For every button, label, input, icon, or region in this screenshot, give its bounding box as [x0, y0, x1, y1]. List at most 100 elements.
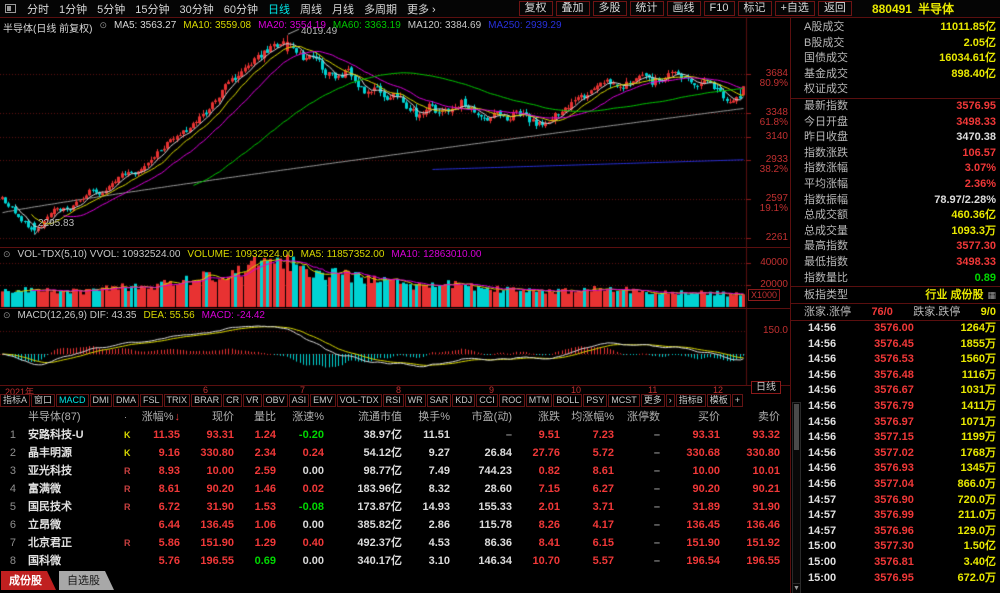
indicator-tab-obv[interactable]: OBV — [262, 394, 288, 407]
column-header-4[interactable]: 流通市值 — [358, 411, 402, 423]
indicator-tab-wr[interactable]: WR — [404, 394, 426, 407]
scrollbar-thumb[interactable] — [794, 404, 799, 450]
tick-scrollbar[interactable]: ▼ — [792, 402, 801, 593]
toolbar-button-6[interactable]: 标记 — [737, 1, 772, 16]
indicator-tab-sar[interactable]: SAR — [426, 394, 452, 407]
toolbar-button-0[interactable]: 复权 — [518, 1, 553, 16]
indicator-tab-mcst[interactable]: MCST — [608, 394, 640, 407]
cell-11: 330.80 — [746, 447, 780, 459]
toolbar-button-8[interactable]: 返回 — [817, 1, 852, 16]
toolbar-button-2[interactable]: 多股 — [592, 1, 627, 16]
vol-item-3: MA10: 12863010.00 — [391, 249, 482, 260]
indicator-tab-dmi[interactable]: DMI — [89, 394, 113, 407]
column-header-10[interactable]: 买价 — [698, 411, 720, 423]
macd-chart[interactable] — [0, 308, 790, 385]
stat-value: 2.05亿 — [963, 36, 996, 49]
collapse-icon[interactable]: ⊙ — [3, 249, 11, 259]
column-header-7[interactable]: 涨跌 — [538, 411, 560, 423]
indicator-tab-更多[interactable]: 更多 — [640, 394, 665, 407]
indicator-tab-trix[interactable]: TRIX — [163, 394, 191, 407]
indicator-tab-dma[interactable]: DMA — [113, 394, 140, 407]
toolbar-button-5[interactable]: F10 — [703, 1, 735, 16]
window-icon[interactable] — [5, 4, 16, 13]
stat-label: 权证成交 — [804, 83, 848, 96]
indicator-tab-kdj[interactable]: KDJ — [452, 394, 476, 407]
stock-marker: K — [124, 430, 131, 440]
indicator-tab-vol-tdx[interactable]: VOL-TDX — [336, 394, 382, 407]
stock-row-1[interactable]: 2 晶丰明源 K 9.16 330.80 2.34 0.24 54.12亿 9.27 26.84 2… — [0, 444, 790, 462]
indicator-tab-cr[interactable]: CR — [223, 394, 243, 407]
period-tab-5[interactable]: 60分钟 — [223, 3, 258, 16]
indicator-tab-fsl[interactable]: FSL — [140, 394, 163, 407]
indicator-tab-emv[interactable]: EMV — [310, 394, 336, 407]
indicator-tab-macd[interactable]: MACD — [56, 394, 89, 407]
volume-axis-value: 20000 — [760, 278, 788, 290]
board-type-value[interactable]: 行业 成份股 — [925, 289, 984, 302]
indicator-tab-boll[interactable]: BOLL — [553, 394, 583, 407]
indicator-tab-cci[interactable]: CCI — [476, 394, 498, 407]
period-tab-6[interactable]: 日线 — [268, 3, 290, 16]
cell-0: 8.93 — [158, 465, 180, 477]
indicator-tab-指标a[interactable]: 指标A — [0, 394, 31, 407]
volume-chart[interactable] — [0, 247, 790, 308]
stock-row-5[interactable]: 6 立昂微 6.44 136.45 1.06 0.00 385.82亿 2.86 115.78 8… — [0, 516, 790, 534]
stock-row-2[interactable]: 3 亚光科技 R 8.93 10.00 2.59 0.00 98.77亿 7.49 744.23 0… — [0, 462, 790, 480]
column-header-0[interactable]: 涨幅%↓ — [141, 411, 180, 423]
column-header-6[interactable]: 市盈(动) — [471, 411, 512, 423]
cell-1: 31.90 — [206, 501, 234, 513]
period-tab-3[interactable]: 15分钟 — [135, 3, 170, 16]
collapse-icon[interactable]: ⊙ — [3, 310, 11, 320]
indicator-tab-psy[interactable]: PSY — [583, 394, 608, 407]
column-header-11[interactable]: 卖价 — [758, 411, 780, 423]
indicator-tab-指标b[interactable]: 指标B — [675, 394, 706, 407]
period-tab-9[interactable]: 多周期 — [364, 3, 397, 16]
scroll-down-icon[interactable]: ▼ — [793, 583, 800, 592]
indicator-tab-模板[interactable]: 模板 — [706, 394, 731, 407]
period-tab-10[interactable]: 更多 › — [407, 3, 436, 16]
stat-label: 指数振幅 — [804, 193, 848, 206]
indicator-tab-rsi[interactable]: RSI — [382, 394, 404, 407]
indicator-tab-vr[interactable]: VR — [243, 394, 262, 407]
column-header-9[interactable]: 涨停数 — [627, 411, 660, 423]
period-tab-1[interactable]: 1分钟 — [59, 3, 88, 16]
stock-row-3[interactable]: 4 富满微 R 8.61 90.20 1.46 0.02 183.96亿 8.32 28.60 7.… — [0, 480, 790, 498]
column-header-3[interactable]: 涨速% — [292, 411, 324, 423]
indicator-tab-窗口[interactable]: 窗口 — [31, 394, 56, 407]
indicator-tab-mtm[interactable]: MTM — [525, 394, 553, 407]
indicator-tab-›[interactable]: › — [665, 394, 675, 407]
tick-volume: 1116万 — [961, 368, 996, 381]
column-header-5[interactable]: 换手% — [418, 411, 450, 423]
tick-volume: 1031万 — [960, 384, 996, 397]
stat-value: 3498.33 — [956, 255, 996, 268]
column-header-1[interactable]: 现价 — [212, 411, 234, 423]
indicator-tab-roc[interactable]: ROC — [498, 394, 525, 407]
period-indicator-box[interactable]: 日线 — [751, 381, 781, 394]
stock-row-4[interactable]: 5 国民技术 R 6.72 31.90 1.53 -0.08 173.87亿 14.93 155.… — [0, 498, 790, 516]
indicator-tab-+[interactable]: + — [731, 394, 744, 407]
tick-row-11: 14:57 3576.90 720.0万 — [791, 493, 1000, 509]
period-tab-0[interactable]: 分时 — [27, 3, 49, 16]
stat-value: 3498.33 — [956, 115, 996, 128]
stock-row-0[interactable]: 1 安路科技-U K 11.35 93.31 1.24 -0.20 38.97亿 11.51 – 9… — [0, 426, 790, 444]
toolbar-button-7[interactable]: +自选 — [774, 1, 815, 16]
stat-value: 1093.3万 — [951, 224, 996, 237]
period-tab-4[interactable]: 30分钟 — [179, 3, 214, 16]
toolbar-button-3[interactable]: 统计 — [629, 1, 664, 16]
toolbar-button-4[interactable]: 画线 — [666, 1, 701, 16]
cell-6: 146.34 — [478, 555, 512, 567]
indicator-tab-brar[interactable]: BRAR — [191, 394, 223, 407]
grid-icon[interactable]: ▦ — [987, 290, 996, 301]
period-tab-2[interactable]: 5分钟 — [97, 3, 126, 16]
main-candlestick-chart[interactable] — [0, 18, 790, 247]
bottom-tab-1[interactable]: 自选股 — [59, 571, 114, 590]
stock-row-7[interactable]: 8 国科微 5.76 196.55 0.69 0.00 340.17亿 3.10 146.34 1… — [0, 552, 790, 570]
collapse-icon[interactable]: ⊙ — [99, 20, 107, 30]
stock-row-6[interactable]: 7 北京君正 R 5.86 151.90 1.29 0.40 492.37亿 4.53 86.36… — [0, 534, 790, 552]
toolbar-button-1[interactable]: 叠加 — [555, 1, 590, 16]
bottom-tab-0[interactable]: 成份股 — [1, 571, 56, 590]
indicator-tab-asi[interactable]: ASI — [288, 394, 310, 407]
column-header-8[interactable]: 均涨幅% — [571, 411, 614, 423]
period-tab-7[interactable]: 周线 — [300, 3, 322, 16]
column-header-2[interactable]: 量比 — [254, 411, 276, 423]
period-tab-8[interactable]: 月线 — [332, 3, 354, 16]
